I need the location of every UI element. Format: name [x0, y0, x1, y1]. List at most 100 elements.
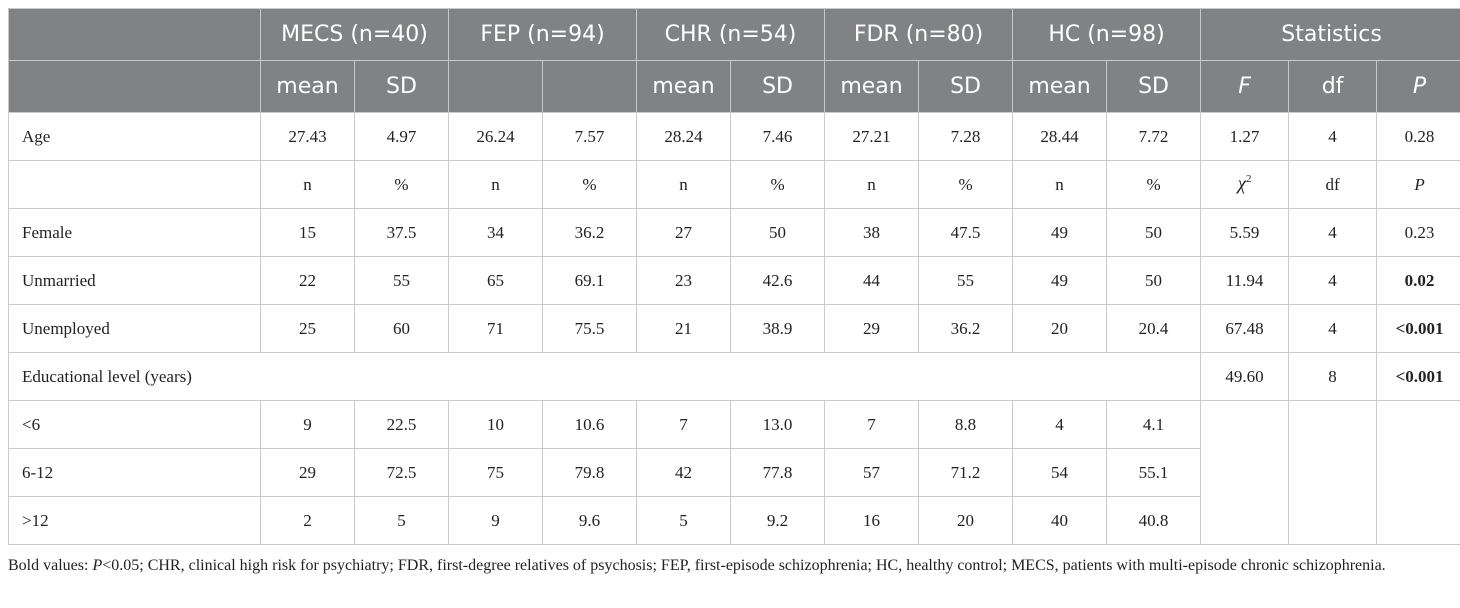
group-header-fdr: FDR (n=80): [824, 8, 1014, 61]
subheader-empty: [8, 60, 261, 113]
subheader-df: df: [1288, 60, 1378, 113]
table-cell: 44: [824, 256, 920, 305]
table-cell: 16: [824, 496, 920, 545]
table-cell: 27: [636, 208, 732, 257]
table-container: MECS (n=40) FEP (n=94) CHR (n=54) FDR (n…: [7, 8, 1460, 545]
table-cell: 55: [354, 256, 449, 305]
row-label: <6: [8, 400, 261, 449]
chi-symbol: χ: [1237, 173, 1246, 195]
table-row-unmarried: Unmarried 22 55 65 69.1 23 42.6 44 55 49…: [8, 256, 1460, 305]
table-cell: 49: [1012, 208, 1108, 257]
group-header-row: MECS (n=40) FEP (n=94) CHR (n=54) FDR (n…: [8, 8, 1460, 61]
table-cell: n: [448, 160, 543, 209]
table-cell: P: [1376, 160, 1460, 209]
table-cell: 28.24: [636, 112, 732, 161]
table-cell: 5: [636, 496, 732, 545]
table-cell: %: [730, 160, 826, 209]
table-cell: 67.48: [1200, 304, 1290, 353]
table-cell: 4: [1288, 208, 1378, 257]
table-cell: 47.5: [918, 208, 1014, 257]
subheader-row: mean SD mean SD mean SD mean SD F df P: [8, 60, 1460, 113]
subheader-chr-mean: mean: [636, 60, 732, 113]
table-cell: 0.23: [1376, 208, 1460, 257]
row-label: Educational level (years): [7, 352, 1202, 401]
table-cell: 13.0: [730, 400, 826, 449]
table-cell: 1.27: [1200, 112, 1290, 161]
table-cell: 10.6: [541, 400, 638, 449]
row-label: Unmarried: [8, 256, 261, 305]
table-row-female: Female 15 37.5 34 36.2 27 50 38 47.5 49 …: [8, 208, 1460, 257]
table-cell: 5.59: [1200, 208, 1290, 257]
empty-stat-cell: [1200, 400, 1290, 545]
table-cell: 49: [1012, 256, 1108, 305]
table-cell: 7.28: [918, 112, 1014, 161]
subheader-fep-mean: [448, 60, 543, 113]
table-cell: n: [824, 160, 920, 209]
subheader-fdr-mean: mean: [824, 60, 920, 113]
table-cell: 36.2: [918, 304, 1014, 353]
table-cell: %: [541, 160, 638, 209]
table-cell: 29: [260, 448, 355, 497]
table-cell: 9.6: [541, 496, 638, 545]
table-cell: 8: [1288, 352, 1378, 401]
table-cell: 20: [1012, 304, 1108, 353]
table-cell: 69.1: [541, 256, 638, 305]
table-cell: df: [1288, 160, 1378, 209]
group-header-chr: CHR (n=54): [636, 8, 826, 61]
subheader-fdr-sd: SD: [918, 60, 1014, 113]
table-cell: 36.2: [541, 208, 638, 257]
footnote-prefix: Bold values:: [8, 557, 93, 574]
table-cell: n: [1012, 160, 1108, 209]
subheader-fep-sd: [541, 60, 638, 113]
table-cell: 54: [1012, 448, 1108, 497]
table-cell: 75.5: [541, 304, 638, 353]
table-cell: 20.4: [1106, 304, 1202, 353]
row-label: Female: [8, 208, 261, 257]
table-cell: 42.6: [730, 256, 826, 305]
table-cell: 28.44: [1012, 112, 1108, 161]
table-cell: 55: [918, 256, 1014, 305]
subheader-chr-sd: SD: [730, 60, 826, 113]
table-cell: 7: [824, 400, 920, 449]
table-cell: 10: [448, 400, 543, 449]
table-cell: 8.8: [918, 400, 1014, 449]
table-header: MECS (n=40) FEP (n=94) CHR (n=54) FDR (n…: [8, 8, 1460, 113]
table-cell: 25: [260, 304, 355, 353]
table-cell: 37.5: [354, 208, 449, 257]
table-cell: 71: [448, 304, 543, 353]
table-row-education: Educational level (years) 49.60 8 <0.001: [7, 352, 1460, 401]
group-header-statistics: Statistics: [1200, 8, 1460, 61]
footnote-p-symbol: P: [92, 557, 103, 574]
table-cell: 4.97: [354, 112, 449, 161]
table-cell: 55.1: [1106, 448, 1202, 497]
table-cell: %: [918, 160, 1014, 209]
group-header-mecs: MECS (n=40): [260, 8, 449, 61]
chi-superscript: 2: [1245, 173, 1252, 186]
row-label: Age: [8, 112, 261, 161]
table-cell: 15: [260, 208, 355, 257]
significant-p-value: <0.001: [1376, 304, 1460, 353]
table-cell: 21: [636, 304, 732, 353]
table-cell: 34: [448, 208, 543, 257]
row-label: 6-12: [8, 448, 261, 497]
table-cell: 0.28: [1376, 112, 1460, 161]
row-label: >12: [8, 496, 261, 545]
table-cell: 71.2: [918, 448, 1014, 497]
table-cell: 79.8: [541, 448, 638, 497]
table-cell: %: [1106, 160, 1202, 209]
significant-p-value: <0.001: [1376, 352, 1460, 401]
empty-stat-cell: [1288, 400, 1378, 545]
table-cell: 9.2: [730, 496, 826, 545]
table-row-edu-6-12: 6-12 29 72.5 75 79.8 42 77.8 57 71.2 54 …: [8, 448, 1460, 497]
table-cell: 7.72: [1106, 112, 1202, 161]
table-row-unemployed: Unemployed 25 60 71 75.5 21 38.9 29 36.2…: [8, 304, 1460, 353]
table-cell: 7: [636, 400, 732, 449]
footnote-text: <0.05; CHR, clinical high risk for psych…: [102, 557, 1386, 574]
table-cell: 20: [918, 496, 1014, 545]
table-body: Age 27.43 4.97 26.24 7.57 28.24 7.46 27.…: [7, 112, 1460, 545]
table-cell: 50: [1106, 256, 1202, 305]
table-cell: 22.5: [354, 400, 449, 449]
subheader-mecs-mean: mean: [260, 60, 355, 113]
row-label: Unemployed: [8, 304, 261, 353]
chi-square-cell: χ2: [1200, 160, 1290, 209]
